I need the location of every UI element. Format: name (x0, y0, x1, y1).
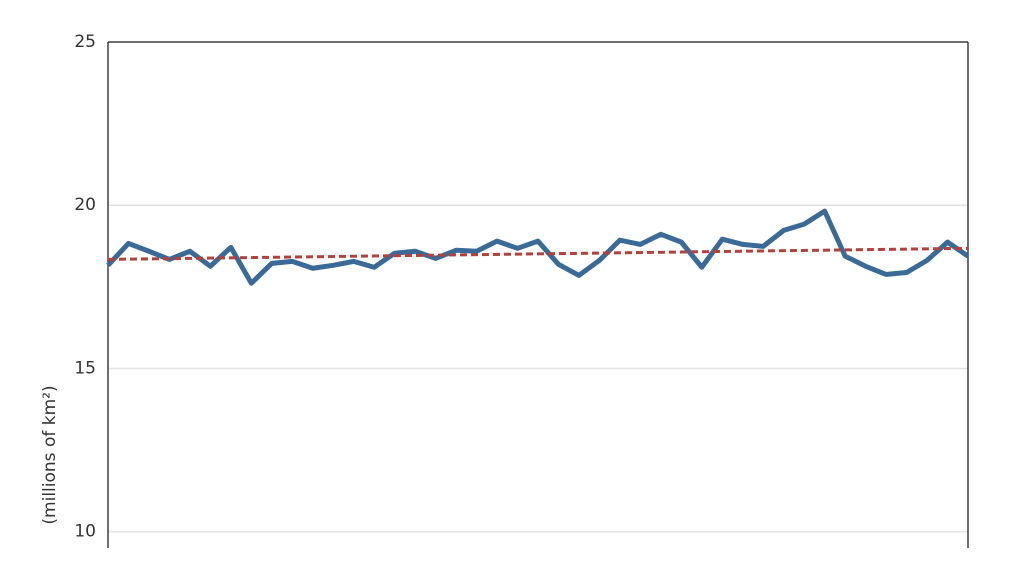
data-line (106, 208, 970, 286)
y-tick-label: 25 (74, 32, 96, 52)
trend-line (107, 246, 969, 261)
y-tick-label: 10 (74, 522, 96, 542)
y-axis-label: (millions of km²) (40, 385, 60, 524)
y-tick-label: 15 (74, 358, 96, 378)
y-tick-label: 20 (74, 195, 96, 215)
